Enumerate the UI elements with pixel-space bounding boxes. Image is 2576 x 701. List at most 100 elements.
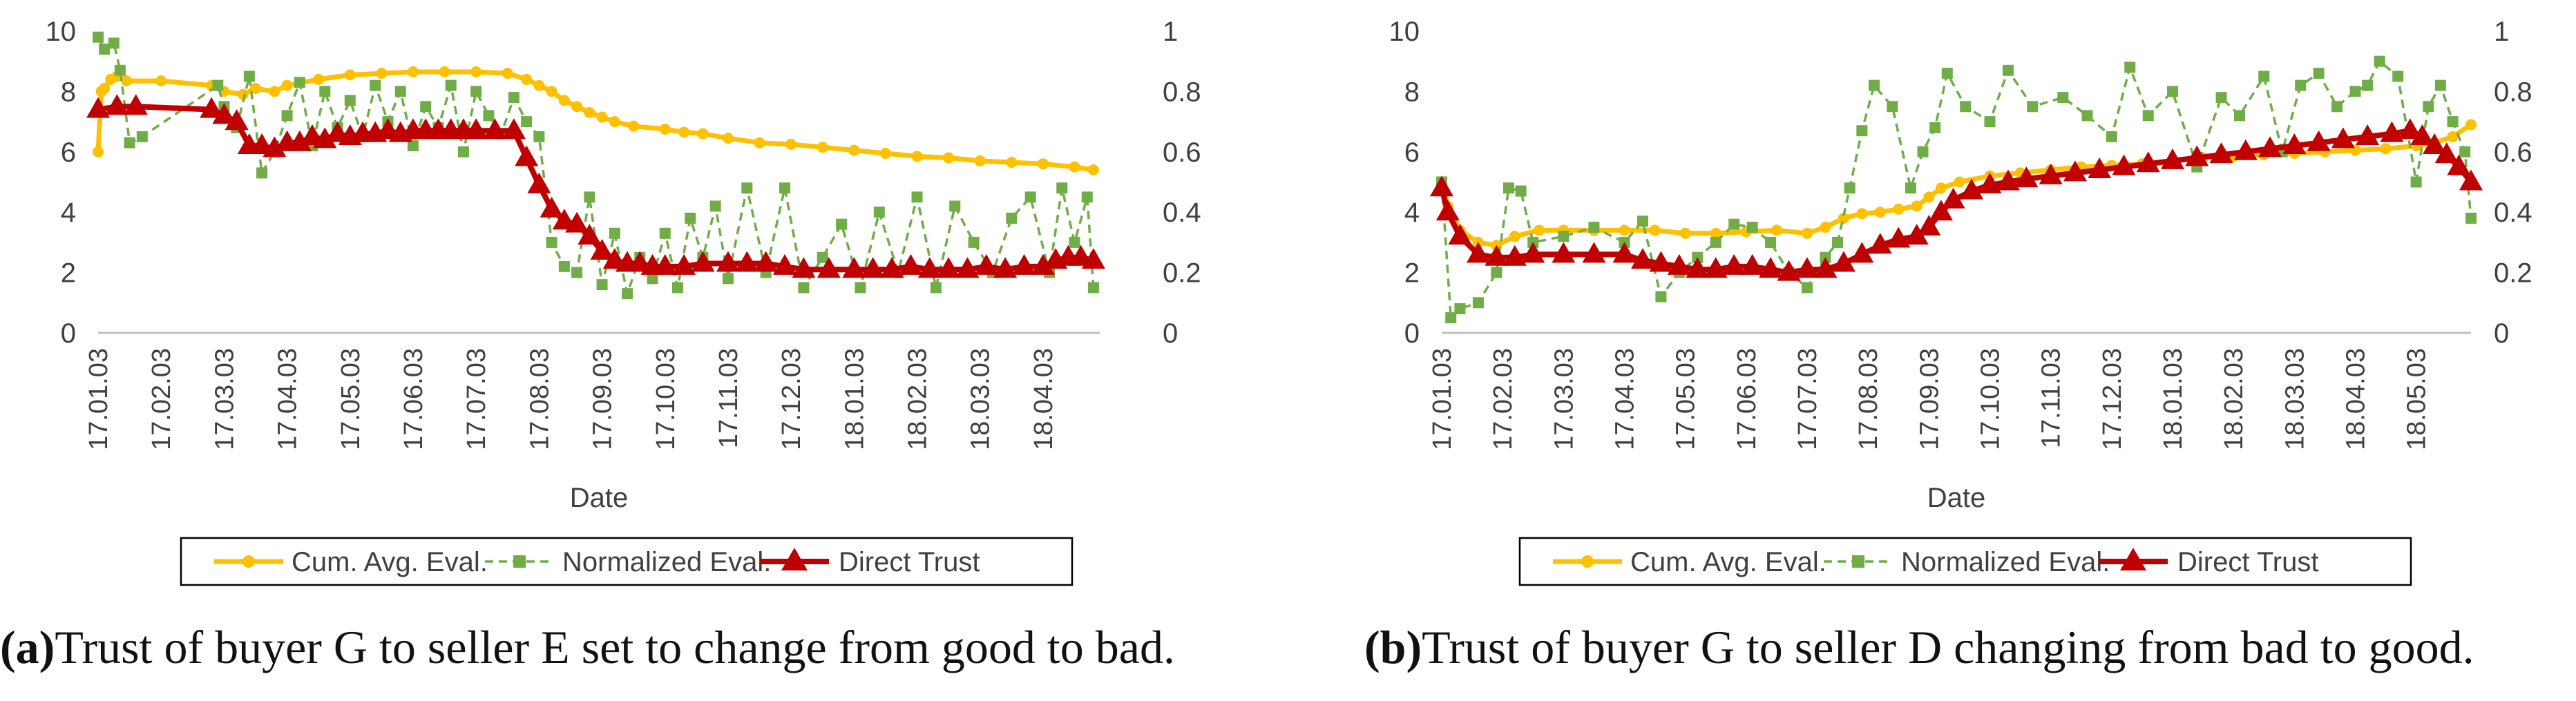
caption-paren-close: ) xyxy=(1406,621,1422,673)
direct-trust-point xyxy=(1686,257,1710,278)
normalized-eval-point xyxy=(2233,110,2245,122)
x-axis-title: Date xyxy=(570,483,629,513)
y-left-tick-label: 8 xyxy=(61,77,76,107)
normalized-eval-point xyxy=(1929,122,1941,133)
cum-avg-eval-point xyxy=(754,137,765,148)
cum-avg-eval-point xyxy=(99,83,111,95)
direct-trust-point xyxy=(955,257,980,278)
normalized-eval-point xyxy=(873,207,885,218)
x-tick-label: 18.02.03 xyxy=(904,348,933,450)
normalized-eval-point xyxy=(2434,79,2446,91)
normalized-eval-point xyxy=(2447,116,2459,128)
normalized-eval-point xyxy=(968,236,980,248)
caption-paren-open: ( xyxy=(1364,621,1380,673)
direct-trust-point xyxy=(2088,157,2112,179)
cum-avg-eval-point xyxy=(93,146,104,157)
cum-avg-eval-point xyxy=(1935,182,1947,194)
cum-avg-eval-point xyxy=(1911,200,1923,212)
cum-avg-eval-point xyxy=(439,66,450,77)
cum-avg-eval-point xyxy=(1087,164,1099,176)
direct-trust-point xyxy=(1929,200,1953,221)
direct-trust-point xyxy=(527,172,551,193)
normalized-eval-point xyxy=(2142,110,2154,122)
normalized-eval-point xyxy=(1984,116,1996,128)
cum-avg-eval-point xyxy=(659,124,671,135)
direct-trust-point xyxy=(2447,154,2471,175)
normalized-eval-point xyxy=(2295,79,2307,91)
x-tick-label: 17.02.03 xyxy=(1489,348,1518,450)
normalized-eval-point xyxy=(521,116,533,128)
legend-label: Direct Trust xyxy=(2177,547,2318,577)
cum-avg-eval-point xyxy=(609,116,620,128)
normalized-eval-point xyxy=(1887,101,1898,113)
direct-trust-point xyxy=(1612,242,1637,263)
legend-marker-direct-trust xyxy=(2120,548,2146,570)
x-tick-label: 17.11.03 xyxy=(714,348,743,448)
cum-avg-eval-point xyxy=(785,138,797,150)
y-left-tick-label: 8 xyxy=(1404,77,1420,107)
legend-marker-normalized-eval xyxy=(513,555,526,568)
cum-avg-eval-point xyxy=(2465,119,2477,131)
y-left-tick-label: 10 xyxy=(1389,17,1420,47)
y-left-tick-label: 0 xyxy=(61,318,76,349)
x-tick-label: 17.03.03 xyxy=(1549,348,1578,450)
direct-trust-point xyxy=(1960,178,1984,200)
normalized-eval-point xyxy=(659,227,671,239)
x-tick-label: 17.02.03 xyxy=(147,348,176,450)
caption-letter: b xyxy=(1380,621,1406,673)
normalized-eval-point xyxy=(2465,212,2477,224)
cum-avg-eval-point xyxy=(584,106,595,118)
direct-trust-point xyxy=(842,257,866,278)
direct-trust-point xyxy=(1012,253,1036,275)
cum-avg-eval-point xyxy=(281,79,293,91)
direct-trust-point xyxy=(502,118,526,140)
normalized-eval-point xyxy=(2362,79,2374,91)
direct-trust-point xyxy=(2410,124,2434,145)
y-left-tick-label: 0 xyxy=(1404,318,1420,349)
direct-trust-point xyxy=(993,257,1018,278)
direct-trust-point xyxy=(2356,124,2380,145)
direct-trust-point xyxy=(2423,133,2447,155)
legend-marker-normalized-eval xyxy=(1852,555,1864,568)
direct-trust-point xyxy=(2136,151,2160,173)
direct-trust-point xyxy=(483,118,507,140)
normalized-eval-point xyxy=(1081,191,1093,203)
cum-avg-eval-point xyxy=(1534,224,1545,236)
normalized-eval-point xyxy=(508,92,519,104)
direct-trust-point xyxy=(287,130,312,151)
x-tick-label: 18.04.03 xyxy=(2341,348,2370,450)
normalized-eval-point xyxy=(1006,212,1018,224)
cum-avg-eval-point xyxy=(121,75,133,87)
normalized-eval-point xyxy=(2258,70,2270,82)
direct-trust-point xyxy=(2039,163,2063,184)
cum-avg-eval-point xyxy=(678,126,690,138)
direct-trust-point xyxy=(1521,242,1545,263)
normalized-eval-point xyxy=(709,200,721,212)
cum-avg-eval-point xyxy=(1069,161,1080,173)
direct-trust-point xyxy=(1850,242,1874,263)
direct-trust-point xyxy=(464,118,488,140)
direct-trust-point xyxy=(1552,242,1576,263)
x-tick-label: 18.03.03 xyxy=(2280,348,2309,450)
normalized-eval-point xyxy=(108,37,120,49)
direct-trust-point xyxy=(2063,160,2087,182)
y-left-tick-label: 6 xyxy=(61,137,76,168)
normalized-eval-point xyxy=(281,110,293,122)
normalized-eval-point xyxy=(1502,182,1514,194)
direct-trust-point xyxy=(2233,139,2258,160)
cum-avg-eval-point xyxy=(1771,224,1782,236)
normalized-eval-point xyxy=(1868,79,1880,91)
x-tick-label: 17.01.03 xyxy=(84,348,113,450)
normalized-eval-point xyxy=(817,251,828,263)
cum-avg-eval-point xyxy=(237,88,249,100)
y-right-tick-label: 0.4 xyxy=(2494,198,2532,228)
normalized-eval-point xyxy=(99,44,111,55)
legend-box xyxy=(180,537,1074,586)
y-right-tick-label: 0.6 xyxy=(1163,137,1201,168)
direct-trust-point xyxy=(2307,130,2331,151)
cum-avg-eval-point xyxy=(1856,208,1868,220)
series-direct-trust xyxy=(86,94,1105,278)
normalized-eval-point xyxy=(571,267,583,278)
caption-text: Trust of buyer G to seller E set to chan… xyxy=(55,621,1175,673)
